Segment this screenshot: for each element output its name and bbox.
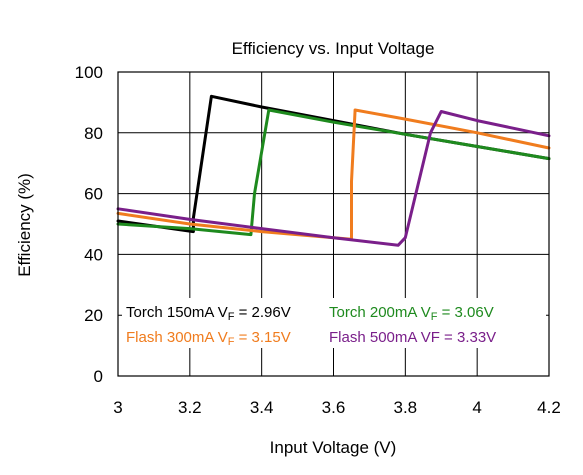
- axes: 3 3.2 3.4 3.6 3.8 4 4.2 0 20 40 60 80 100: [75, 63, 561, 417]
- series-lines: [116, 94, 551, 247]
- y-tick-label: 100: [75, 63, 103, 82]
- x-tick-label: 3.8: [394, 398, 418, 417]
- legend-entry: Torch 200mA VF = 3.06V: [329, 304, 494, 323]
- series-line: [116, 110, 551, 247]
- x-tick-label: 3.4: [250, 398, 274, 417]
- y-tick-label: 0: [94, 367, 103, 386]
- legend-entry: Flash 300mA VF = 3.15V: [126, 329, 291, 348]
- legend-entry: Torch 150mA VF = 2.96V: [126, 304, 291, 323]
- y-axis-label: Efficiency (%): [15, 173, 34, 277]
- y-tick-label: 20: [84, 306, 103, 325]
- series-line: [116, 108, 551, 237]
- y-tick-label: 40: [84, 245, 103, 264]
- x-axis-label: Input Voltage (V): [270, 438, 397, 457]
- x-tick-label: 4: [472, 398, 481, 417]
- x-tick-label: 3.6: [322, 398, 346, 417]
- y-tick-label: 80: [84, 124, 103, 143]
- legend-background: [122, 298, 546, 348]
- chart-title: Efficiency vs. Input Voltage: [232, 39, 435, 58]
- x-tick-label: 3.2: [178, 398, 202, 417]
- legend-entry: Flash 500mA VF = 3.33V: [329, 329, 496, 346]
- x-tick-label: 4.2: [537, 398, 561, 417]
- plot-frame: [117, 71, 550, 377]
- series-line: [116, 108, 551, 241]
- x-tick-label: 3: [113, 398, 122, 417]
- legend: Torch 150mA VF = 2.96V Torch 200mA VF = 3…: [126, 304, 496, 348]
- y-tick-label: 60: [84, 185, 103, 204]
